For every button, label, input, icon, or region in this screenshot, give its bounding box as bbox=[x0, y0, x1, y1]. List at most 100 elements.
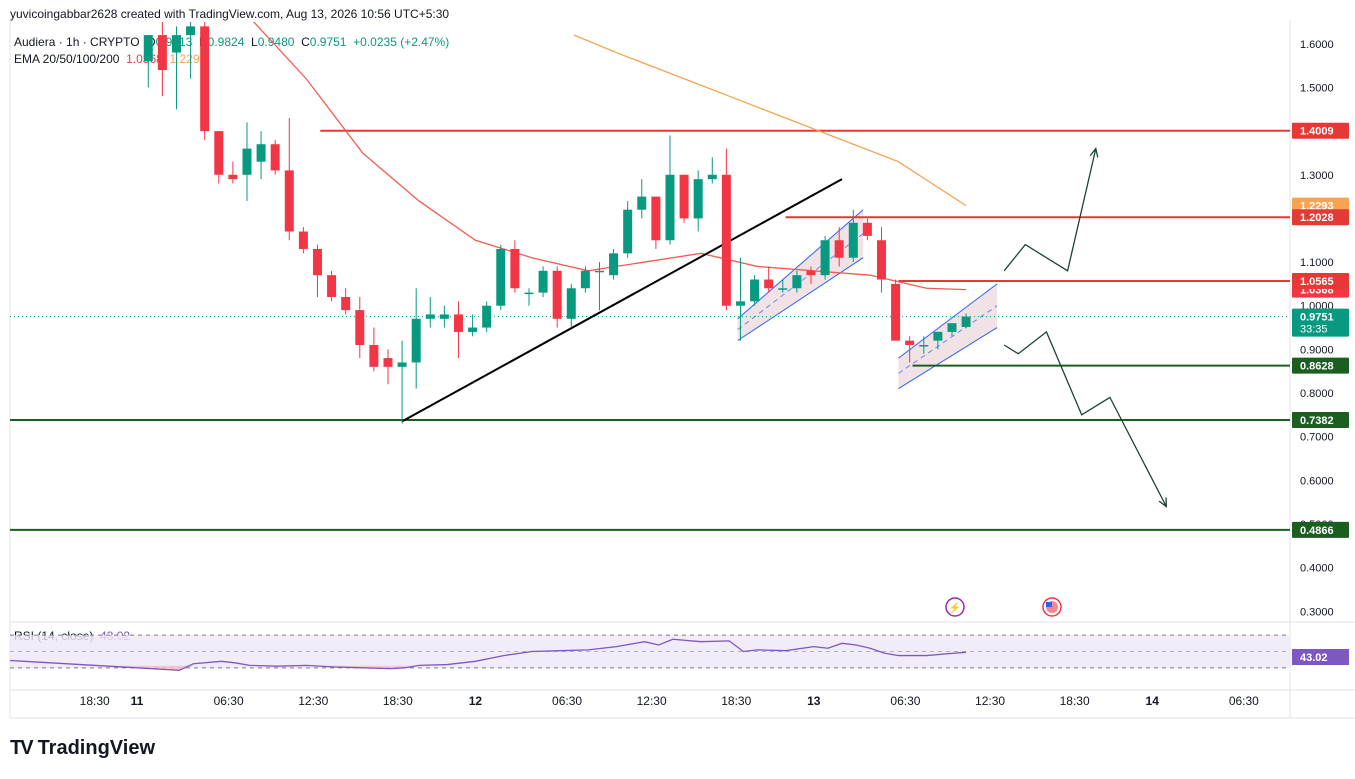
candle-body bbox=[411, 318, 421, 363]
x-tick-label: 18:30 bbox=[383, 694, 413, 708]
candle-body bbox=[228, 174, 238, 180]
candle-body bbox=[439, 314, 449, 319]
rsi-value-badge-label: 43.02 bbox=[1300, 652, 1328, 664]
x-tick-label: 14 bbox=[1146, 694, 1160, 708]
price-badge: 1.0565 bbox=[1292, 273, 1349, 290]
y-tick-label: 0.7000 bbox=[1300, 432, 1334, 444]
chart-credit: yuvicoingabbar2628 created with TradingV… bbox=[10, 7, 450, 21]
candle bbox=[848, 209, 858, 263]
candle-body bbox=[792, 275, 802, 289]
bearish-projection-arrow bbox=[1003, 330, 1167, 507]
candle bbox=[905, 336, 915, 363]
candle-body bbox=[284, 170, 294, 232]
candle-body bbox=[947, 323, 957, 332]
candle-body bbox=[214, 131, 224, 175]
candle bbox=[609, 248, 619, 280]
candle bbox=[552, 266, 562, 328]
candle bbox=[665, 135, 675, 245]
x-tick-label: 12 bbox=[469, 694, 483, 708]
candle-body bbox=[764, 279, 774, 289]
price-badge: 0.4866 bbox=[1292, 521, 1349, 538]
candle-body bbox=[609, 253, 619, 276]
candle-body bbox=[693, 179, 703, 219]
x-tick-label: 12:30 bbox=[975, 694, 1005, 708]
ohlc-low-value: 0.9480 bbox=[257, 35, 295, 49]
candle-body bbox=[679, 174, 689, 219]
candle-body bbox=[594, 270, 604, 273]
candle-body bbox=[383, 358, 393, 367]
candle bbox=[214, 131, 224, 184]
candle-body bbox=[862, 222, 872, 236]
y-tick-label: 0.8000 bbox=[1300, 388, 1334, 400]
candle-body bbox=[157, 35, 167, 71]
candle bbox=[919, 336, 929, 354]
y-tick-label: 0.3000 bbox=[1300, 606, 1334, 618]
candle-body bbox=[312, 248, 322, 276]
candle bbox=[679, 174, 689, 223]
candle bbox=[453, 301, 463, 359]
candle-body bbox=[453, 314, 463, 332]
candle-body bbox=[891, 283, 901, 341]
candle-body bbox=[425, 314, 435, 319]
candle bbox=[891, 279, 901, 341]
ohlc-low-label: L bbox=[251, 35, 258, 49]
price-badge-label: 0.7382 bbox=[1300, 415, 1334, 427]
symbol-name[interactable]: Audiera · 1h · CRYPTO bbox=[14, 35, 140, 49]
candle-body bbox=[552, 270, 562, 319]
candle-body bbox=[834, 240, 844, 258]
candle bbox=[524, 288, 534, 306]
candle bbox=[693, 170, 703, 232]
candle bbox=[778, 279, 788, 293]
candle bbox=[496, 244, 506, 311]
x-tick-label: 06:30 bbox=[890, 694, 920, 708]
candle-body bbox=[580, 270, 590, 289]
candle bbox=[735, 257, 745, 341]
candle bbox=[637, 179, 647, 219]
channel-fill bbox=[898, 283, 998, 389]
ohlc-close-value: 0.9751 bbox=[309, 35, 347, 49]
candle-body bbox=[707, 174, 717, 180]
x-tick-label: 11 bbox=[131, 694, 144, 708]
rsi-line bbox=[10, 638, 967, 671]
candle-body bbox=[778, 288, 788, 290]
candle bbox=[383, 349, 393, 385]
candle-body bbox=[961, 316, 971, 327]
candle-body bbox=[623, 209, 633, 254]
price-badge-countdown: 33:35 bbox=[1300, 324, 1328, 336]
channel-upper-line bbox=[898, 283, 998, 359]
candle bbox=[721, 148, 731, 311]
price-badge-label: 0.8628 bbox=[1300, 361, 1334, 373]
candle bbox=[862, 218, 872, 241]
tradingview-logo-icon: TV bbox=[10, 737, 34, 759]
candle bbox=[834, 227, 844, 267]
candle-body bbox=[341, 296, 351, 311]
candle bbox=[594, 262, 604, 311]
x-tick-label: 06:30 bbox=[214, 694, 244, 708]
candle bbox=[327, 270, 337, 302]
candle bbox=[256, 131, 266, 180]
candle bbox=[806, 266, 816, 284]
ema50-value: 1.2293 bbox=[169, 52, 207, 66]
candle bbox=[961, 313, 971, 329]
candle-body bbox=[665, 174, 675, 241]
candle-body bbox=[806, 270, 816, 276]
ema-label: EMA 20/50/100/200 bbox=[14, 52, 120, 66]
price-badge: 0.8628 bbox=[1292, 357, 1349, 374]
candle bbox=[820, 235, 830, 280]
candle bbox=[369, 327, 379, 372]
candle bbox=[341, 288, 351, 315]
candle-body bbox=[327, 275, 337, 297]
tradingview-logo[interactable]: TV TradingView bbox=[10, 737, 155, 760]
candle bbox=[425, 296, 435, 328]
candle-body bbox=[496, 248, 506, 306]
x-tick-label: 12:30 bbox=[637, 694, 667, 708]
us-flag-event-icon bbox=[1042, 597, 1062, 617]
candle bbox=[143, 35, 153, 88]
candle-body bbox=[876, 240, 886, 280]
candle-body bbox=[524, 292, 534, 295]
candle bbox=[580, 266, 590, 293]
candle bbox=[468, 314, 478, 337]
candle bbox=[312, 244, 322, 297]
